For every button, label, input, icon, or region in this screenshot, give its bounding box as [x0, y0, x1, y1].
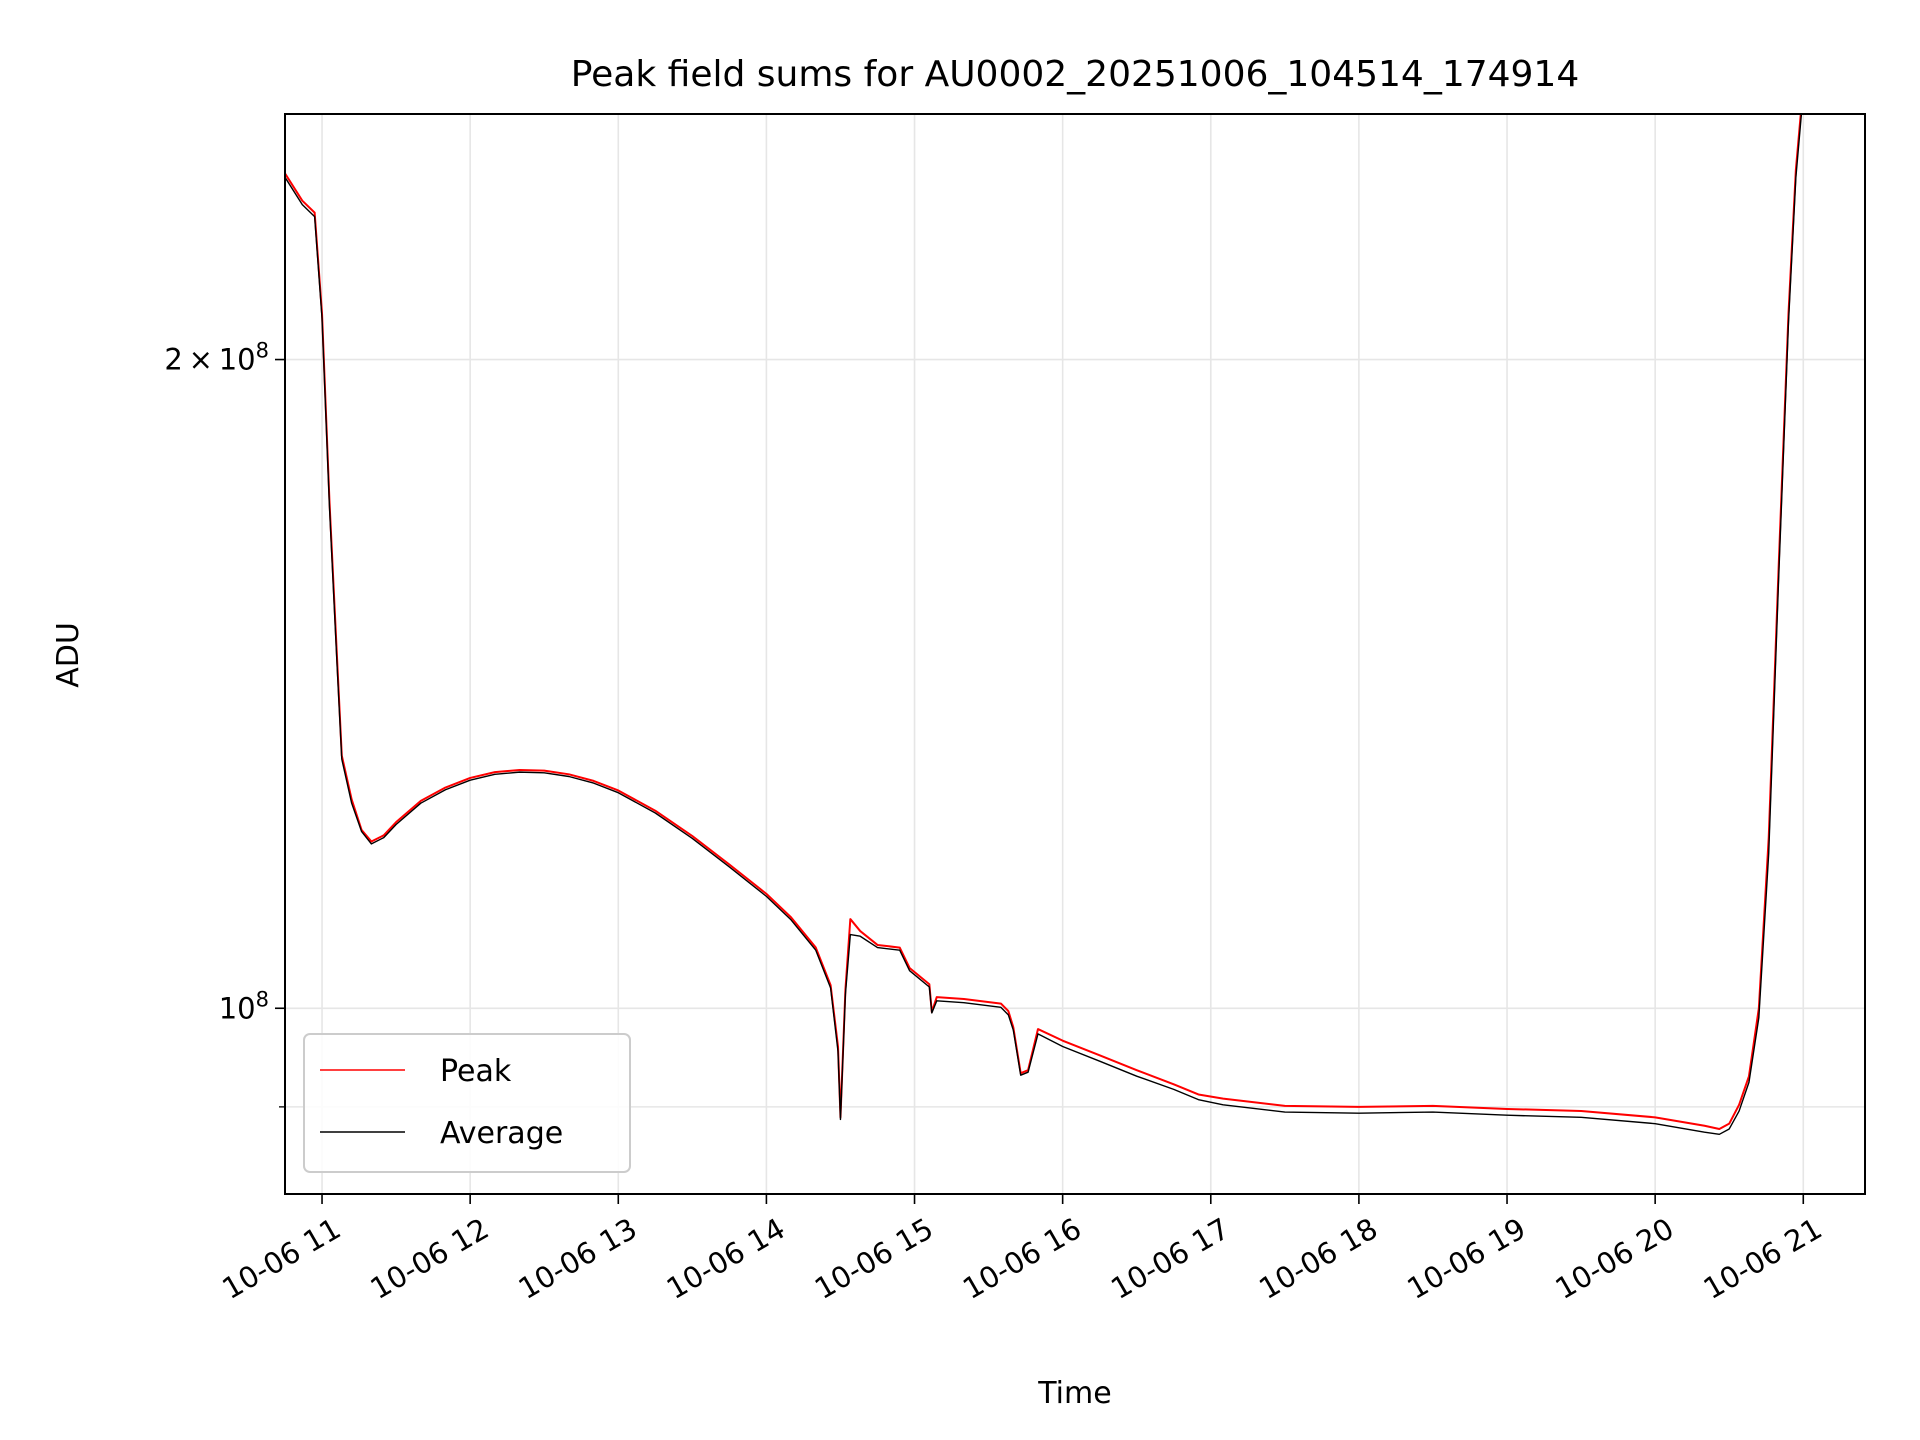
series-line-average — [285, 114, 1803, 1136]
y-axis-label: ADU — [51, 622, 86, 688]
legend-label-peak: Peak — [440, 1054, 512, 1089]
y-tick-base: 10 — [219, 343, 256, 377]
y-tick-base: 10 — [219, 991, 256, 1025]
y-tick-times: × — [183, 343, 219, 377]
legend-box — [303, 1033, 631, 1173]
y-tick-label: 2 × 108 — [164, 339, 269, 377]
series-layer — [285, 114, 1803, 1136]
y-tick-label: 108 — [219, 987, 269, 1025]
series-line-peak — [285, 114, 1802, 1130]
x-axis-label: Time — [1037, 1376, 1111, 1411]
y-tick-exponent: 8 — [256, 339, 269, 363]
plot-frame — [284, 113, 1866, 1195]
y-tick-exponent: 8 — [256, 987, 269, 1011]
grid — [285, 114, 1865, 1194]
y-tick-mantissa: 2 — [164, 343, 182, 377]
chart-title: Peak field sums for AU0002_20251006_1045… — [571, 54, 1580, 95]
legend-label-average: Average — [440, 1116, 563, 1151]
legend: Peak Average — [303, 1033, 631, 1173]
